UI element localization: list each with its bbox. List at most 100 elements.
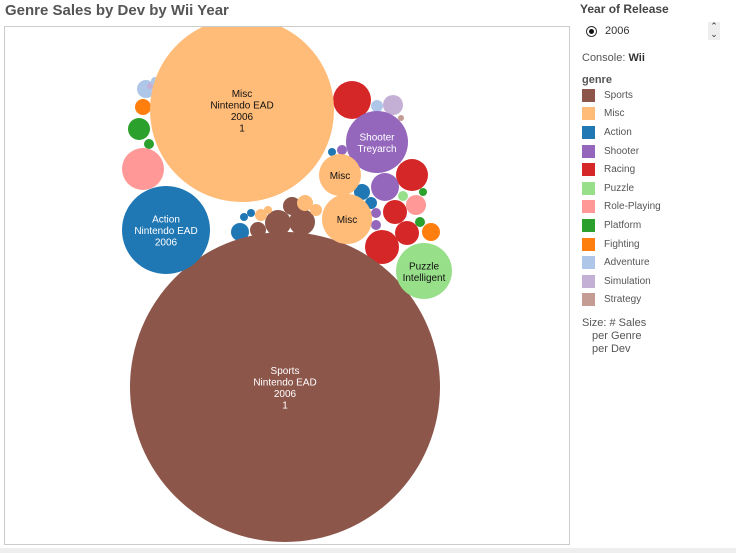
legend-item-action[interactable]: Action [582,123,736,142]
year-filter-title: Year of Release [580,2,669,16]
legend-label: Adventure [604,257,650,269]
bubble-racing[interactable] [365,230,399,264]
bubble-shooter[interactable] [371,173,399,201]
legend-label: Misc [604,108,625,120]
legend-item-misc[interactable]: Misc [582,105,736,124]
bubble-puzzle[interactable] [398,191,408,201]
bubble-misc[interactable] [264,206,272,214]
bubble-action[interactable] [231,223,249,241]
bubble-role-playing[interactable] [406,195,426,215]
year-filter[interactable]: 2006 ⌃ ⌄ [586,22,736,40]
console-label: Console: [582,52,626,64]
bubble-fighting[interactable] [422,223,440,241]
bubble-platform[interactable] [128,118,150,140]
bubble-shooter[interactable] [371,208,381,218]
legend-item-fighting[interactable]: Fighting [582,235,736,254]
bubble-label: Nintendo EAD [210,100,273,111]
size-line: per Genre [592,330,642,343]
legend-item-puzzle[interactable]: Puzzle [582,179,736,198]
bubble-label: Misc [337,215,358,226]
legend-swatch [582,293,595,307]
legend-item-adventure[interactable]: Adventure [582,253,736,272]
bubble-role-playing[interactable] [122,148,164,190]
bubble-shooter[interactable] [371,220,381,230]
legend: Sports Misc Action Shooter Racing Puzzle Role-… [580,86,736,309]
bubble-sports-labeled[interactable] [130,232,440,542]
bubble-simulation[interactable] [147,83,153,89]
bubble-label: Treyarch [357,144,396,155]
legend-label: Action [604,126,632,138]
bubble-misc[interactable] [310,204,322,216]
legend-swatch [582,107,595,121]
bubble-label: Sports [271,366,300,377]
legend-label: Role-Playing [604,201,661,213]
legend-swatch [582,125,595,139]
legend-swatch [582,237,595,251]
legend-title: genre [582,74,612,86]
bubble-platform[interactable] [419,188,427,196]
legend-item-shooter[interactable]: Shooter [582,142,736,161]
legend-swatch [582,163,595,177]
bubble-misc-labeled[interactable] [322,194,372,244]
legend-swatch [582,181,595,195]
legend-item-role-playing[interactable]: Role-Playing [582,198,736,217]
bubble-label: Intelligent [403,273,446,284]
size-legend: Size: # Sales per Genre per Dev [582,317,736,356]
bubble-simulation[interactable] [383,95,403,115]
bubble-misc[interactable] [297,195,313,211]
legend-item-strategy[interactable]: Strategy [582,291,736,310]
bubble-label: Misc [330,171,351,182]
legend-item-platform[interactable]: Platform [582,216,736,235]
console-filter: Console: Wii [582,52,736,64]
bubble-action[interactable] [328,148,336,156]
chart-area: Sports Nintendo EAD 2006 1 Misc Nintendo EAD 2… [4,26,570,545]
bubble-racing[interactable] [383,200,407,224]
legend-label: Sports [604,89,633,101]
legend-label: Fighting [604,238,640,250]
bubble-action[interactable] [354,184,370,200]
legend-swatch [582,218,595,232]
size-line: Size: # Sales [582,317,647,330]
year-stepper[interactable]: ⌃ ⌄ [708,22,720,40]
bubble-racing[interactable] [395,221,419,245]
bubble-label: Misc [232,89,253,100]
radio-selected-icon[interactable] [586,25,597,37]
bubble-label: Nintendo EAD [134,226,197,237]
bubble-shooter-labeled[interactable] [346,111,408,173]
bubble-misc[interactable] [255,209,267,221]
legend-item-simulation[interactable]: Simulation [582,272,736,291]
bubble-label: 2006 [231,112,254,123]
bubble-label: Nintendo EAD [253,377,316,388]
bubble-platform[interactable] [415,217,425,227]
console-value: Wii [628,52,645,64]
bubble-puzzle-labeled[interactable] [396,243,452,299]
bubble-fighting[interactable] [135,99,151,115]
bubble-platform[interactable] [144,139,154,149]
legend-swatch [582,256,595,270]
bubble-misc-labeled[interactable] [150,27,334,202]
bubble-label: 1 [282,400,288,411]
bubble-action[interactable] [240,213,248,221]
legend-label: Shooter [604,145,640,157]
bubble-adventure[interactable] [371,100,383,112]
bubble-label: 2006 [155,238,178,249]
legend-swatch [582,200,595,214]
legend-item-racing[interactable]: Racing [582,160,736,179]
bubble-action-labeled[interactable] [122,186,210,274]
bubble-label: Shooter [359,132,395,143]
bubble-racing[interactable] [396,159,428,191]
legend-label: Simulation [604,275,651,287]
legend-label: Racing [604,164,636,176]
bubble-label: 2006 [274,389,297,400]
bubble-sports[interactable] [289,209,315,235]
chart-title: Genre Sales by Dev by Wii Year [5,2,229,19]
bubble-shooter[interactable] [337,145,347,155]
bubble-misc-labeled[interactable] [319,154,361,196]
bubble-racing[interactable] [333,81,371,119]
bubble-strategy[interactable] [398,115,404,121]
bubble-sports[interactable] [265,210,291,236]
legend-item-sports[interactable]: Sports [582,86,736,105]
year-value: 2006 [605,25,630,37]
bubble-action[interactable] [247,209,255,217]
